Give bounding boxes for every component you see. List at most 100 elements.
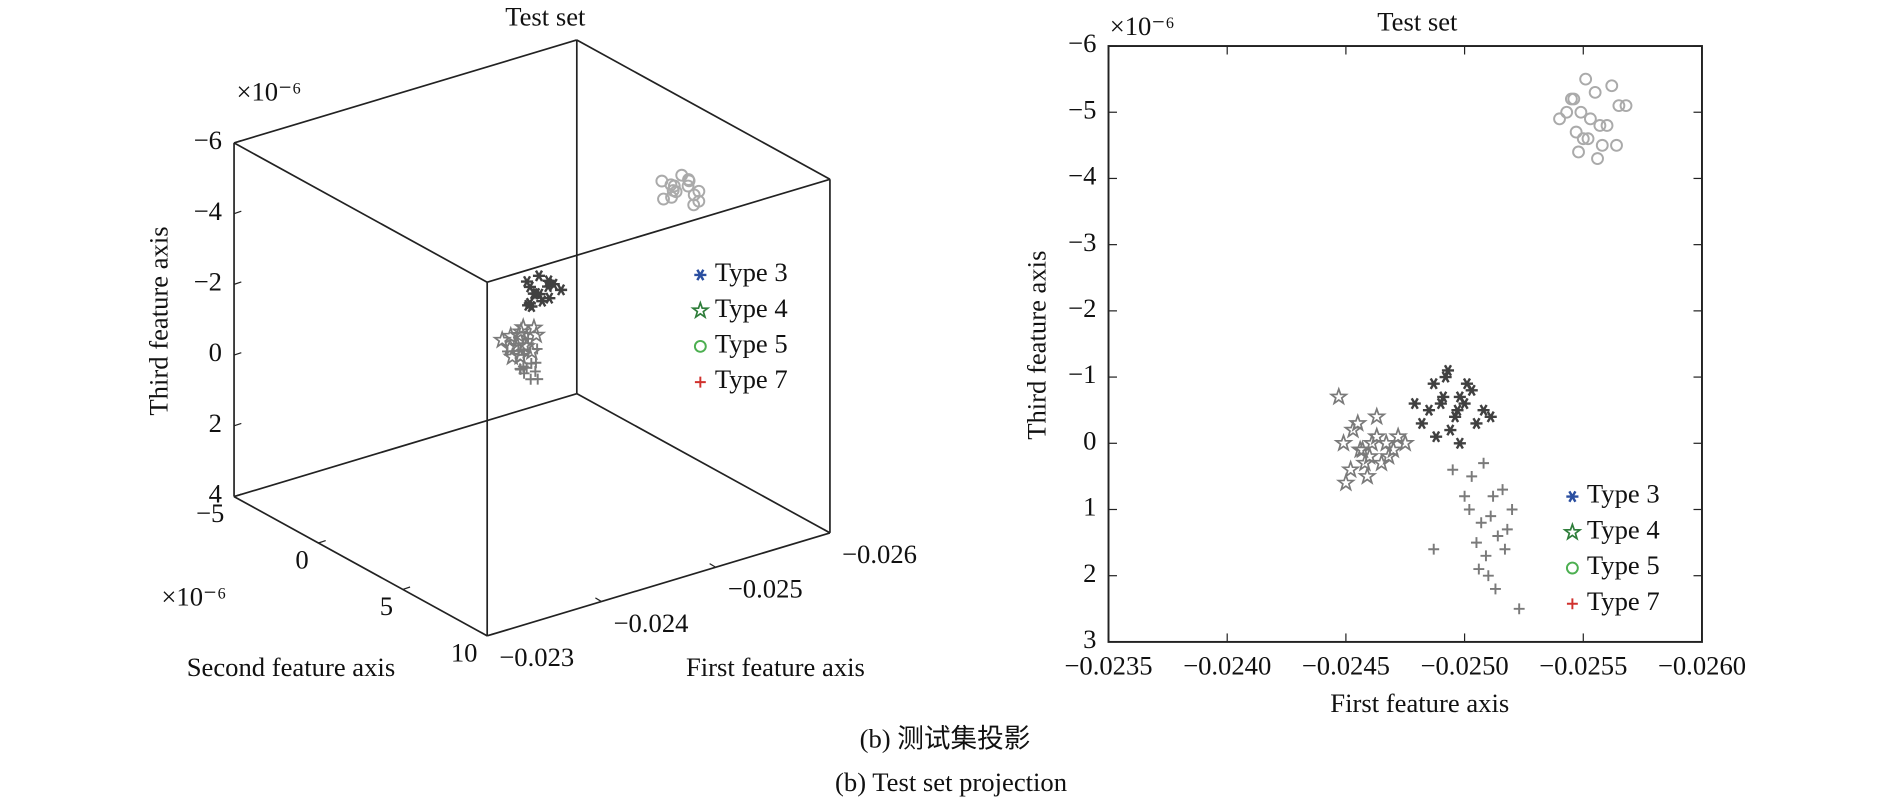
data-point (1441, 364, 1455, 377)
data-point (1560, 105, 1574, 119)
data-point (530, 357, 542, 369)
x-tick-label: −0.0245 (1302, 651, 1390, 681)
data-point (1482, 570, 1494, 582)
data-point (555, 284, 568, 296)
data-point (1480, 550, 1492, 562)
data-point (1335, 472, 1356, 492)
x-axis-label: First feature axis (1330, 688, 1509, 718)
legend-marker (694, 376, 706, 388)
data-point (1383, 439, 1404, 459)
z-tick (233, 352, 242, 356)
data-point (1497, 484, 1509, 496)
data-point (1506, 504, 1518, 515)
data-point (1593, 119, 1607, 132)
data-point (1371, 452, 1392, 472)
data-point (542, 274, 555, 287)
data-point (1453, 437, 1466, 450)
legend-marker (1562, 521, 1583, 541)
data-point (518, 349, 530, 361)
data-point (1428, 543, 1440, 555)
legend-label: Type 3 (715, 257, 788, 287)
data-point (1569, 125, 1583, 139)
x-tick-label: −0.0240 (1183, 651, 1271, 681)
data-point (1487, 490, 1499, 502)
x-tick-label: −0.0255 (1539, 651, 1627, 681)
z-tick-label: 4 (209, 479, 222, 509)
legend-label: Type 7 (715, 364, 788, 394)
data-point (687, 198, 701, 212)
x-tick-label: −0.026 (842, 539, 917, 569)
data-point (1352, 439, 1373, 459)
z-tick-label: −4 (194, 196, 222, 226)
y-tick-label: −2 (1068, 293, 1096, 323)
data-point (1439, 371, 1452, 383)
y-tick (402, 586, 411, 591)
legend-marker (1565, 561, 1579, 575)
data-point (1458, 397, 1471, 410)
data-point (1366, 426, 1387, 446)
caption-en: (b) Test set projection (835, 767, 1067, 797)
data-point (502, 345, 513, 357)
data-point (1572, 145, 1585, 159)
data-point (1612, 99, 1626, 112)
x-tick (595, 597, 602, 603)
data-point (1362, 432, 1382, 452)
x-tick (823, 528, 831, 534)
data-point (1366, 406, 1387, 426)
legend-label: Type 4 (715, 293, 788, 323)
y-axis-label: Third feature axis (1022, 251, 1052, 440)
data-point (523, 297, 536, 310)
data-point (692, 184, 706, 198)
legend-label: Type 5 (1587, 550, 1660, 580)
data-point (1340, 459, 1361, 479)
data-point (512, 345, 524, 357)
data-point (510, 321, 531, 341)
data-point (1484, 410, 1497, 423)
data-point (1466, 470, 1478, 482)
data-point (692, 194, 706, 208)
data-point (1470, 417, 1483, 430)
data-point (1395, 432, 1416, 452)
data-point (521, 362, 533, 374)
legend-label: Type 5 (715, 329, 788, 359)
y-scale-label: ×10⁻⁶ (161, 582, 226, 612)
chart-title: Test set (505, 1, 586, 31)
data-point (1388, 426, 1409, 446)
y-scale-label: ×10⁻⁶ (1110, 11, 1175, 41)
y-tick-label: 0 (295, 544, 308, 574)
data-point (1591, 152, 1604, 165)
data-point (1564, 92, 1578, 106)
data-point (1333, 432, 1354, 452)
z-tick-label: −6 (194, 125, 222, 155)
box-edge (233, 142, 488, 283)
z-tick (233, 422, 242, 427)
y-tick-label: 10 (451, 637, 478, 667)
data-point (1357, 465, 1378, 485)
data-point (1574, 105, 1588, 119)
data-point (1478, 457, 1490, 469)
z-tick (233, 210, 242, 215)
data-point (1408, 397, 1421, 410)
data-point (522, 333, 534, 345)
data-point (1434, 397, 1447, 410)
z-tick-label: 0 (209, 337, 222, 367)
data-point (1485, 510, 1497, 522)
data-point (500, 325, 521, 345)
legend-marker (690, 300, 711, 320)
x-tick-label: −0.023 (499, 642, 574, 672)
y-tick (486, 632, 495, 637)
data-point (682, 173, 695, 186)
x-tick-label: −0.0260 (1658, 651, 1746, 681)
z-scale-label: ×10⁻⁶ (236, 77, 301, 107)
box-edge (576, 392, 831, 534)
data-point (1427, 377, 1440, 390)
data-point (1459, 490, 1471, 502)
data-point (1473, 563, 1485, 575)
z-tick-label: −2 (194, 266, 222, 296)
data-point (1567, 92, 1581, 106)
data-point (1437, 391, 1450, 403)
data-point (1449, 410, 1462, 423)
data-point (531, 343, 543, 355)
data-point (1513, 603, 1525, 615)
